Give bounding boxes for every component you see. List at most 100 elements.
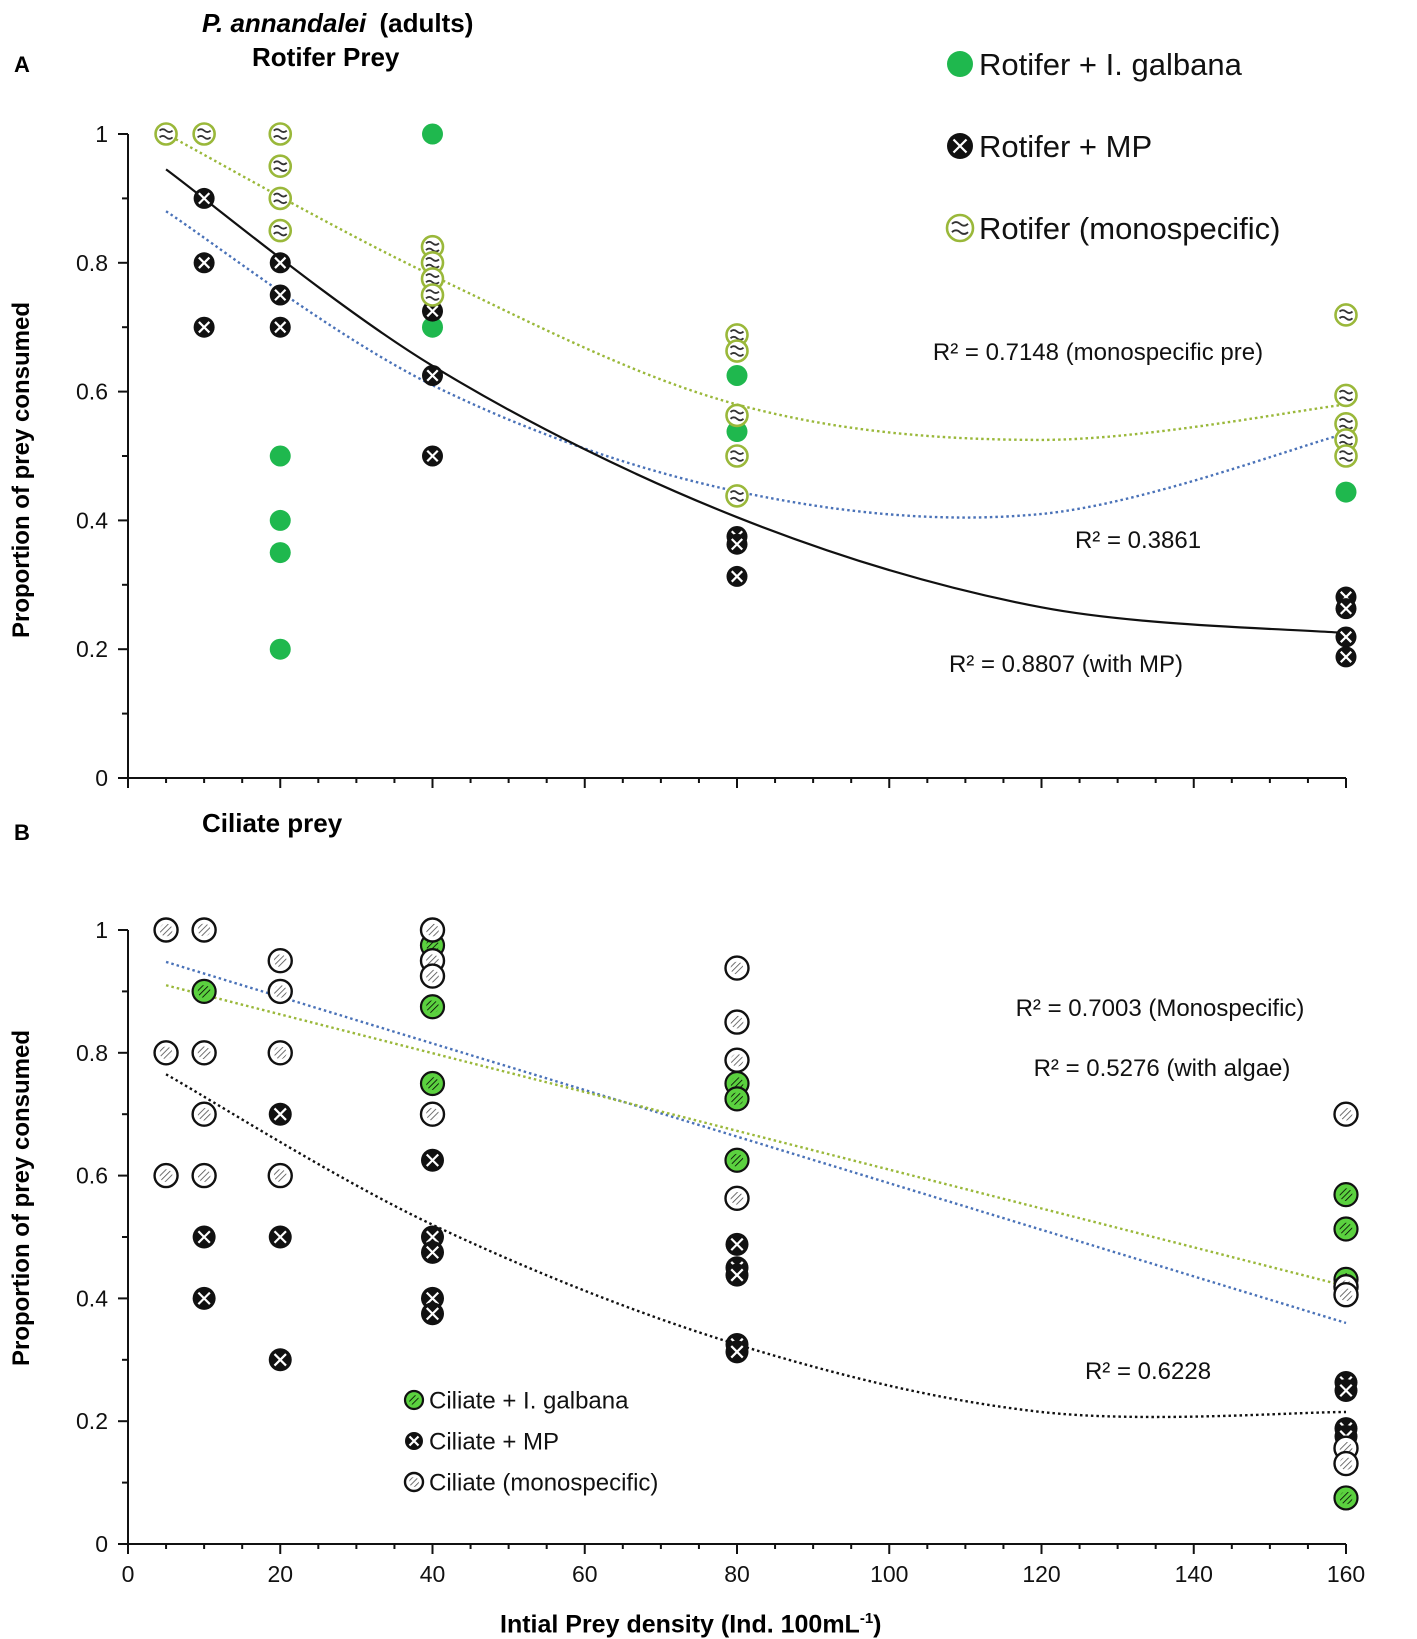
marker-cross	[425, 1307, 440, 1321]
data-point	[725, 339, 749, 363]
marker-wave	[729, 409, 745, 415]
data-point	[1334, 444, 1358, 468]
data-point	[269, 252, 291, 274]
marker-cross	[730, 1237, 744, 1251]
marker-body	[945, 213, 975, 243]
marker-wave	[425, 279, 440, 285]
panel-a-label: A	[14, 52, 30, 77]
data-point	[421, 1148, 444, 1172]
r2-label: R² = 0.5276 (with algae)	[1034, 1055, 1291, 1082]
axes-layer	[118, 133, 1347, 1554]
r2-label: R² = 0.7148 (monospecific pre)	[933, 339, 1263, 366]
marker-cross	[426, 305, 439, 318]
marker-body	[420, 283, 445, 307]
y-tick-label: 0.4	[76, 507, 108, 533]
panel-a-title: P. annandalei (adults)	[202, 8, 473, 39]
panel-a-species: P. annandalei	[202, 8, 367, 38]
data-point	[726, 565, 748, 587]
marker-wave	[729, 416, 745, 422]
marker-wave	[197, 128, 212, 134]
marker-wave	[1338, 418, 1354, 423]
data-point	[267, 948, 293, 974]
data-point	[419, 994, 446, 1020]
marker-hatch	[273, 1046, 287, 1060]
marker-wave	[729, 345, 745, 351]
y-tick-label: 0	[95, 1531, 108, 1557]
data-point	[268, 218, 293, 243]
marker-hatch	[1339, 1288, 1353, 1302]
legend-entry: Ciliate + MP	[429, 1429, 559, 1456]
legend-entry: Ciliate + I. galbana	[429, 1388, 629, 1415]
x-tick-label: 80	[724, 1561, 750, 1587]
data-point	[269, 509, 291, 531]
xlabel-suffix: )	[873, 1610, 882, 1639]
data-point	[193, 252, 215, 274]
marker-hatch	[730, 1153, 744, 1167]
data-point	[1335, 598, 1357, 620]
panel-a-title-suffix: (adults)	[379, 8, 474, 38]
marker-cross	[425, 1291, 440, 1305]
r2-label: R² = 0.3861	[1075, 527, 1201, 554]
marker-hatch	[159, 923, 173, 937]
marker-hatch	[1339, 1107, 1353, 1121]
marker-cross	[273, 1353, 287, 1367]
data-point	[725, 484, 749, 508]
data-point	[421, 1302, 444, 1326]
marker-body	[422, 123, 443, 145]
marker-body	[1334, 303, 1358, 327]
xlabel-main: Intial Prey density (Ind. 100mL	[500, 1610, 860, 1639]
data-point	[193, 187, 215, 209]
marker-body	[268, 186, 293, 211]
data-point	[422, 316, 443, 338]
data-point	[419, 1070, 446, 1097]
y-tick-label: 0.4	[76, 1285, 108, 1311]
marker-hatch	[1339, 1222, 1353, 1236]
marker-cross	[274, 256, 287, 269]
data-point	[724, 1047, 750, 1073]
data-point	[153, 1162, 179, 1189]
marker-body	[1335, 481, 1357, 503]
points-layer	[153, 51, 1359, 1511]
marker-wave	[1338, 434, 1354, 439]
data-point	[1334, 303, 1358, 327]
data-point	[422, 300, 443, 322]
data-point	[724, 1185, 750, 1212]
marker-body	[268, 122, 293, 146]
data-point	[725, 1232, 749, 1256]
legend-marker	[403, 1389, 425, 1411]
data-point	[1334, 383, 1358, 408]
marker-cross	[408, 1435, 420, 1447]
data-point	[191, 917, 217, 943]
marker-wave	[729, 496, 745, 502]
marker-wave	[1338, 456, 1354, 462]
data-point	[1333, 1282, 1359, 1308]
marker-cross	[1339, 602, 1353, 615]
marker-wave	[425, 273, 440, 278]
data-point	[726, 421, 748, 443]
marker-cross	[198, 321, 211, 334]
data-point	[724, 1147, 750, 1173]
marker-body	[154, 122, 178, 146]
marker-wave	[425, 295, 440, 301]
data-point	[268, 122, 293, 146]
x-tick-label: 20	[267, 1561, 293, 1587]
marker-cross	[730, 538, 744, 551]
trendline-layer	[165, 132, 1347, 1419]
marker-cross	[274, 321, 287, 334]
marker-wave	[1338, 309, 1354, 314]
marker-hatch	[197, 923, 211, 937]
data-point	[420, 283, 445, 307]
data-point	[726, 365, 748, 386]
data-point	[1333, 1182, 1359, 1208]
x-tick-label: 0	[122, 1561, 135, 1587]
data-point	[725, 403, 749, 428]
x-tick-label: 140	[1175, 1561, 1213, 1587]
marker-wave	[729, 456, 745, 462]
data-point	[724, 1086, 750, 1112]
marker-wave	[273, 224, 288, 230]
marker-wave	[273, 160, 288, 166]
legend-marker	[405, 1432, 423, 1450]
data-point	[1335, 646, 1357, 668]
data-point	[419, 963, 446, 989]
legend-entry: Ciliate (monospecific)	[429, 1470, 658, 1497]
